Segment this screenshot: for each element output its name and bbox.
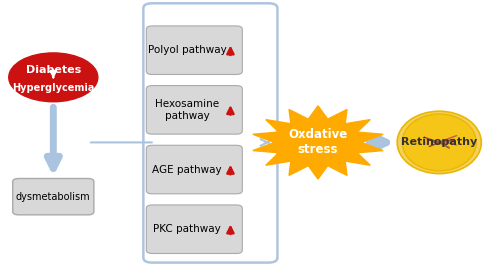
Text: Hexosamine
pathway: Hexosamine pathway: [155, 99, 219, 121]
FancyBboxPatch shape: [146, 205, 242, 253]
FancyBboxPatch shape: [146, 26, 242, 75]
Text: PKC pathway: PKC pathway: [153, 224, 221, 234]
Text: Oxdative
stress: Oxdative stress: [288, 129, 348, 156]
Text: Diabetes: Diabetes: [26, 65, 81, 75]
Text: dysmetabolism: dysmetabolism: [16, 192, 90, 202]
Text: AGE pathway: AGE pathway: [152, 165, 222, 175]
FancyBboxPatch shape: [12, 178, 94, 215]
Ellipse shape: [402, 114, 476, 171]
Text: Hyperglycemia: Hyperglycemia: [12, 83, 94, 93]
Text: Retinopathy: Retinopathy: [401, 138, 477, 147]
Text: Polyol pathway: Polyol pathway: [148, 45, 226, 55]
Polygon shape: [253, 106, 383, 179]
FancyBboxPatch shape: [146, 85, 242, 134]
Ellipse shape: [397, 111, 481, 174]
FancyBboxPatch shape: [146, 145, 242, 194]
Circle shape: [9, 53, 98, 102]
